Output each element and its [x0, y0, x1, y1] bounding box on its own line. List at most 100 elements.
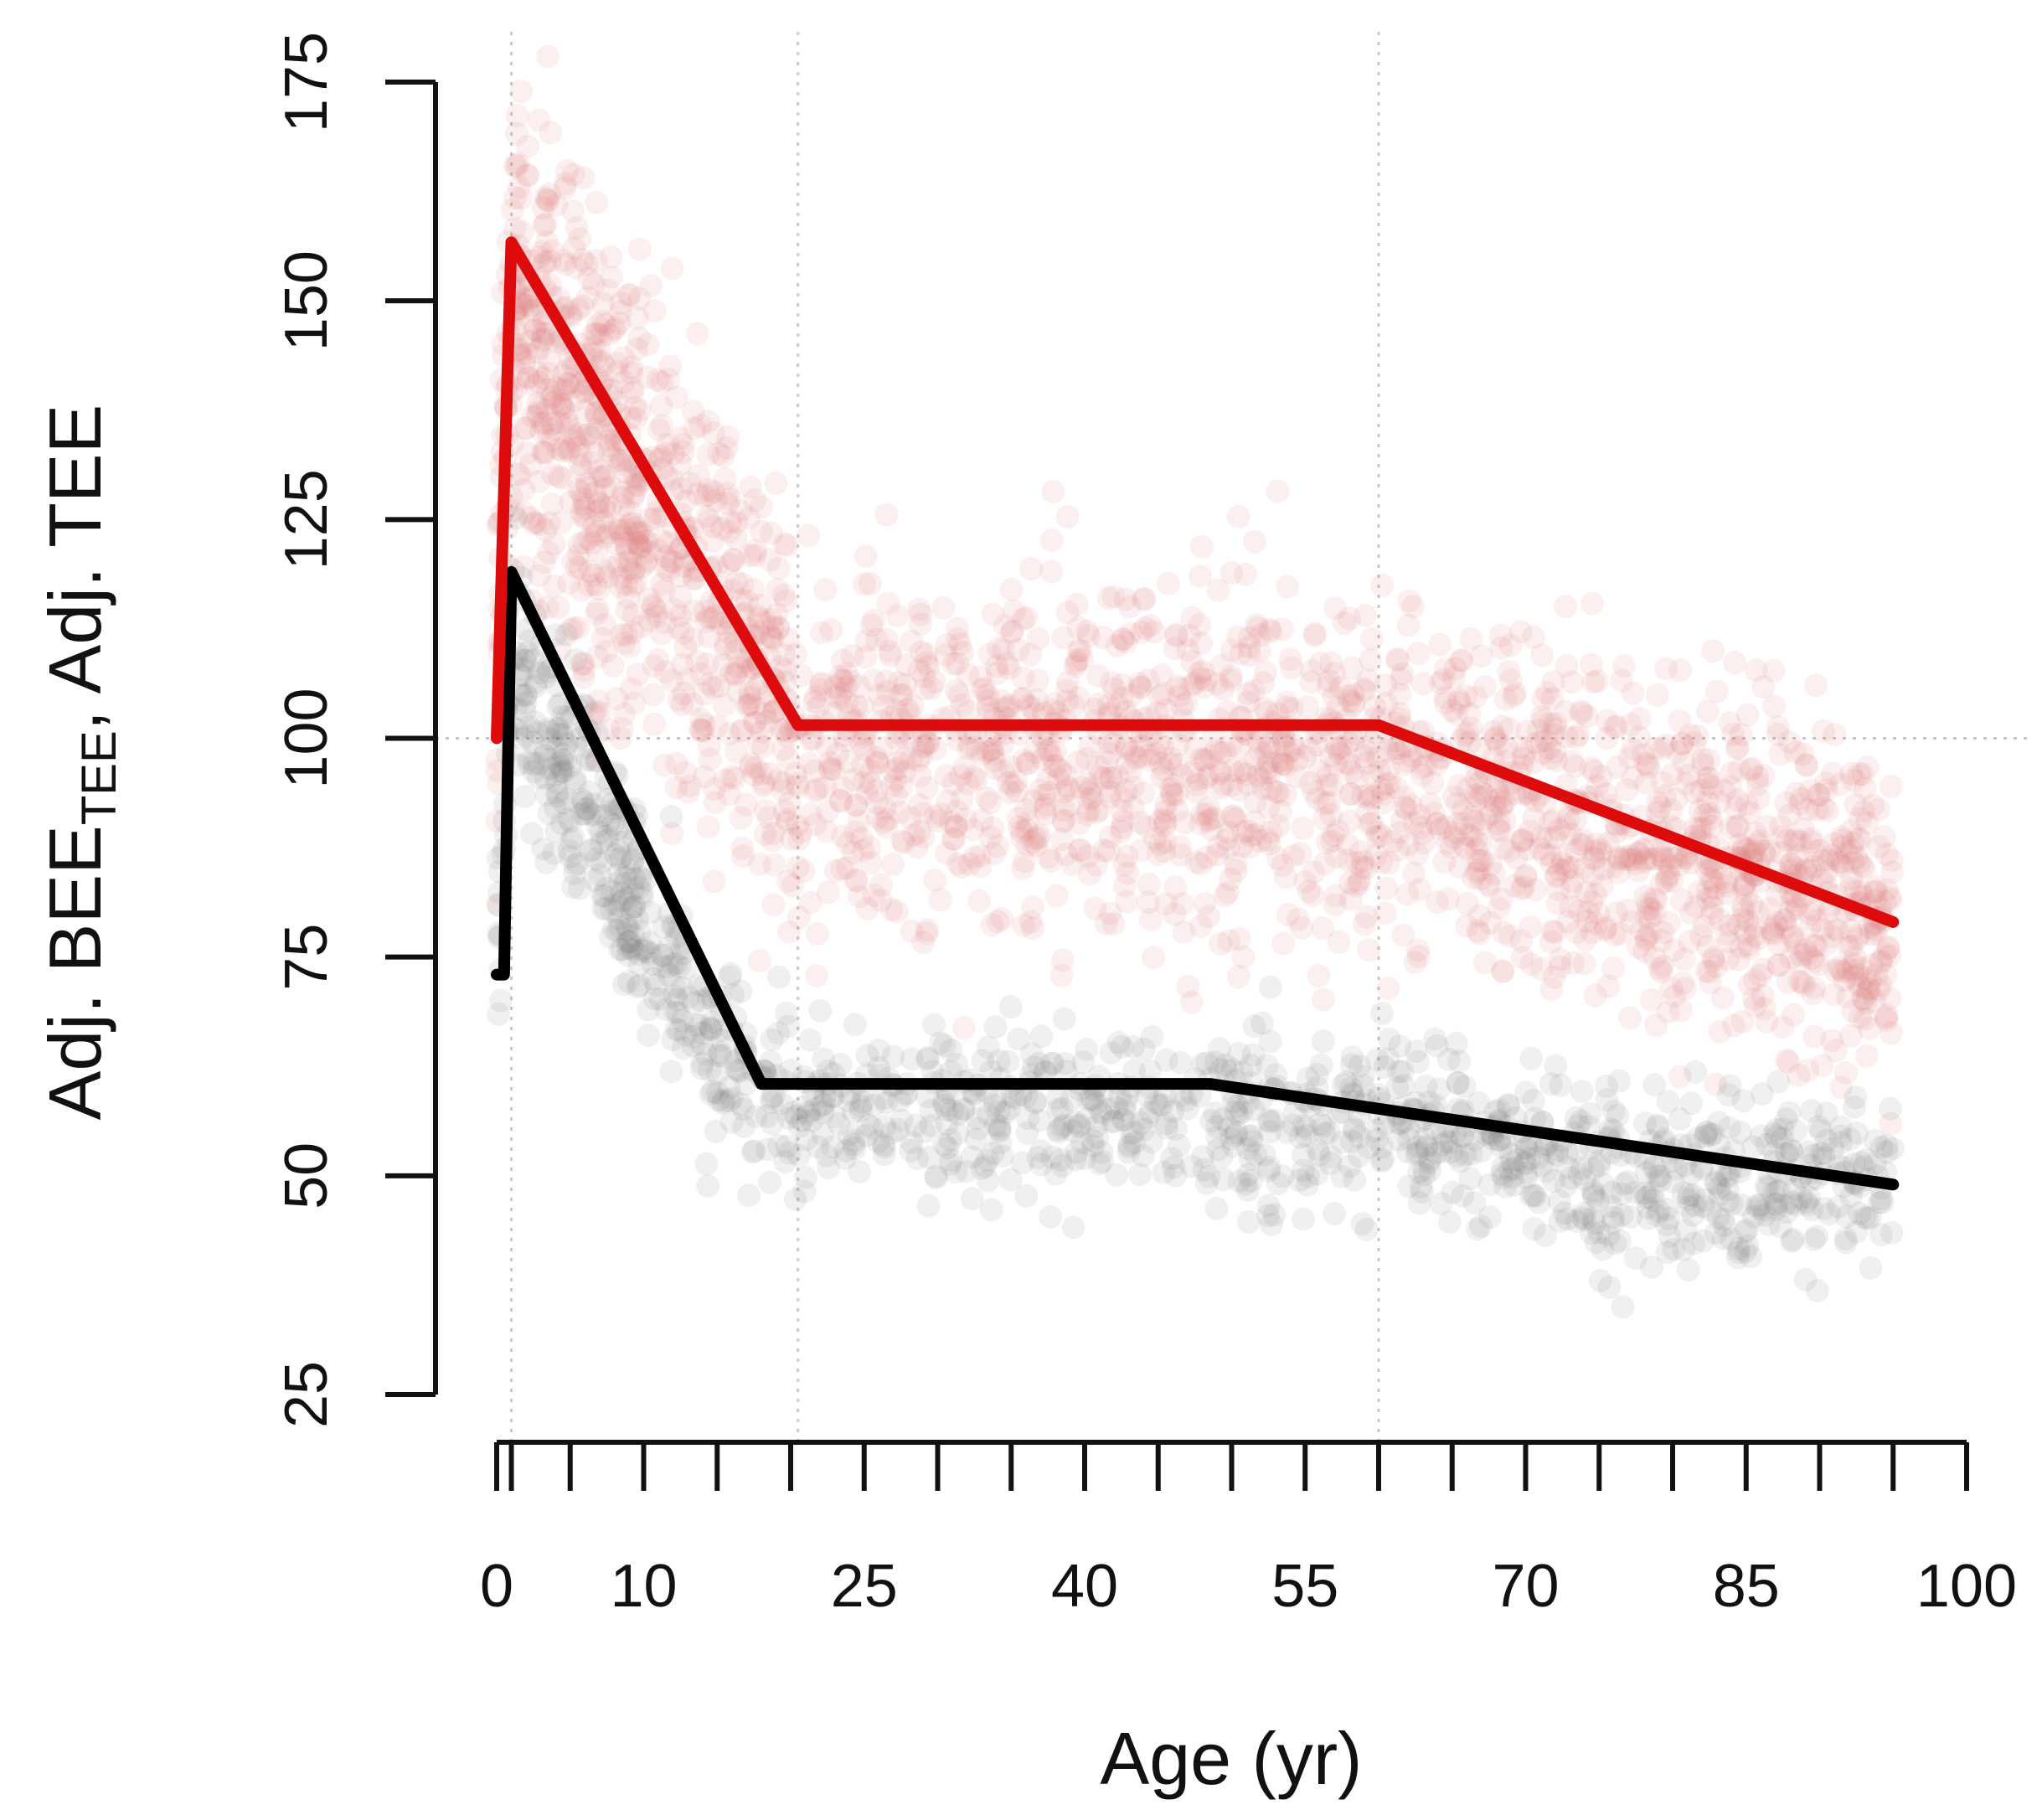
tee-point [1457, 822, 1481, 847]
tee-point [1746, 900, 1771, 925]
tee-point [730, 836, 755, 860]
tee-point [1852, 987, 1876, 1012]
tee-point [601, 653, 625, 678]
tee-point [1189, 812, 1213, 836]
tee-point [1009, 826, 1034, 850]
tee-point [1791, 817, 1815, 841]
tee-point [761, 821, 786, 845]
bee-point [1569, 1109, 1593, 1133]
tee-point [1016, 751, 1040, 776]
tee-point [1731, 907, 1755, 931]
tee-point [809, 621, 833, 645]
bee-point [1775, 1200, 1799, 1225]
tee-point [1519, 915, 1543, 939]
tee-point [1143, 742, 1168, 766]
tee-point [1585, 669, 1609, 693]
tee-point [885, 756, 910, 781]
tee-point [1129, 675, 1153, 699]
bee-point [1023, 1090, 1047, 1115]
tee-point [565, 555, 589, 580]
tee-point [667, 616, 691, 640]
tee-point [822, 675, 847, 699]
tee-point [1219, 668, 1243, 692]
tee-point [1688, 879, 1712, 904]
tee-point [614, 460, 638, 484]
tee-point [1633, 751, 1658, 776]
tee-point [1841, 850, 1865, 874]
tee-point [1142, 620, 1167, 644]
tee-point [1766, 715, 1790, 740]
tee-point [1034, 793, 1058, 817]
tee-point [1608, 921, 1632, 946]
tee-point [609, 300, 632, 324]
tee-point [1605, 819, 1629, 843]
bee-point [1679, 1091, 1704, 1116]
tee-point [853, 738, 877, 762]
tee-point [1678, 723, 1702, 747]
bee-point [1292, 1207, 1315, 1231]
tee-point [892, 747, 916, 771]
tee-point [1612, 654, 1636, 678]
bee-point [611, 938, 635, 962]
tee-point [1468, 848, 1493, 873]
tee-point [1822, 982, 1846, 1007]
tee-point [1874, 1008, 1899, 1033]
tee-point [1877, 944, 1901, 968]
tee-point [747, 607, 771, 632]
tee-point [1025, 688, 1049, 712]
tee-point [1153, 830, 1178, 853]
tee-point [1820, 761, 1844, 786]
tee-point [1246, 616, 1270, 640]
tee-point [697, 477, 721, 502]
tee-point [604, 531, 628, 555]
tee-point [1401, 595, 1425, 619]
tee-point [624, 520, 648, 544]
tee-point [523, 373, 547, 397]
tee-point [1370, 777, 1394, 801]
tee-point [1651, 920, 1675, 945]
tee-point [1715, 922, 1739, 946]
tee-point [853, 645, 878, 669]
tee-point [847, 884, 871, 909]
tee-point [1179, 760, 1204, 784]
tee-point [1618, 1006, 1642, 1030]
tee-point [1110, 815, 1134, 839]
tee-point [1535, 681, 1560, 705]
tee-point [1464, 838, 1488, 861]
tee-point [592, 494, 616, 518]
tee-point [1487, 812, 1511, 836]
tee-point [764, 471, 788, 495]
tee-point [1813, 933, 1837, 957]
tee-point [1138, 613, 1163, 637]
tee-point [621, 511, 644, 535]
bee-point [1059, 1088, 1083, 1112]
tee-point [1209, 653, 1234, 678]
tee-point [1436, 831, 1460, 855]
bee-point [537, 802, 561, 826]
tee-point [1678, 900, 1703, 925]
bee-point [777, 1106, 802, 1130]
bee-point [559, 809, 583, 833]
tee-point [1841, 831, 1865, 855]
tee-point [1142, 946, 1166, 970]
tee-point [1530, 643, 1555, 668]
tee-point [695, 652, 719, 676]
tee-point [689, 662, 714, 686]
bee-point [1370, 1002, 1394, 1025]
bee-point [689, 1056, 714, 1080]
tee-point [1481, 719, 1504, 744]
tee-point [853, 572, 876, 596]
tee-point [1325, 736, 1349, 760]
tee-point [1118, 759, 1142, 783]
tee-point [1814, 860, 1838, 884]
tee-point [864, 791, 889, 815]
tee-point [831, 824, 854, 848]
tee-point [1033, 783, 1057, 807]
tee-point [792, 858, 816, 883]
tee-point [1783, 740, 1807, 764]
tee-point [1498, 924, 1522, 948]
tee-point [1538, 736, 1562, 760]
tee-point [1807, 783, 1831, 807]
bee-point [1152, 1161, 1176, 1184]
tee-point [634, 550, 658, 575]
